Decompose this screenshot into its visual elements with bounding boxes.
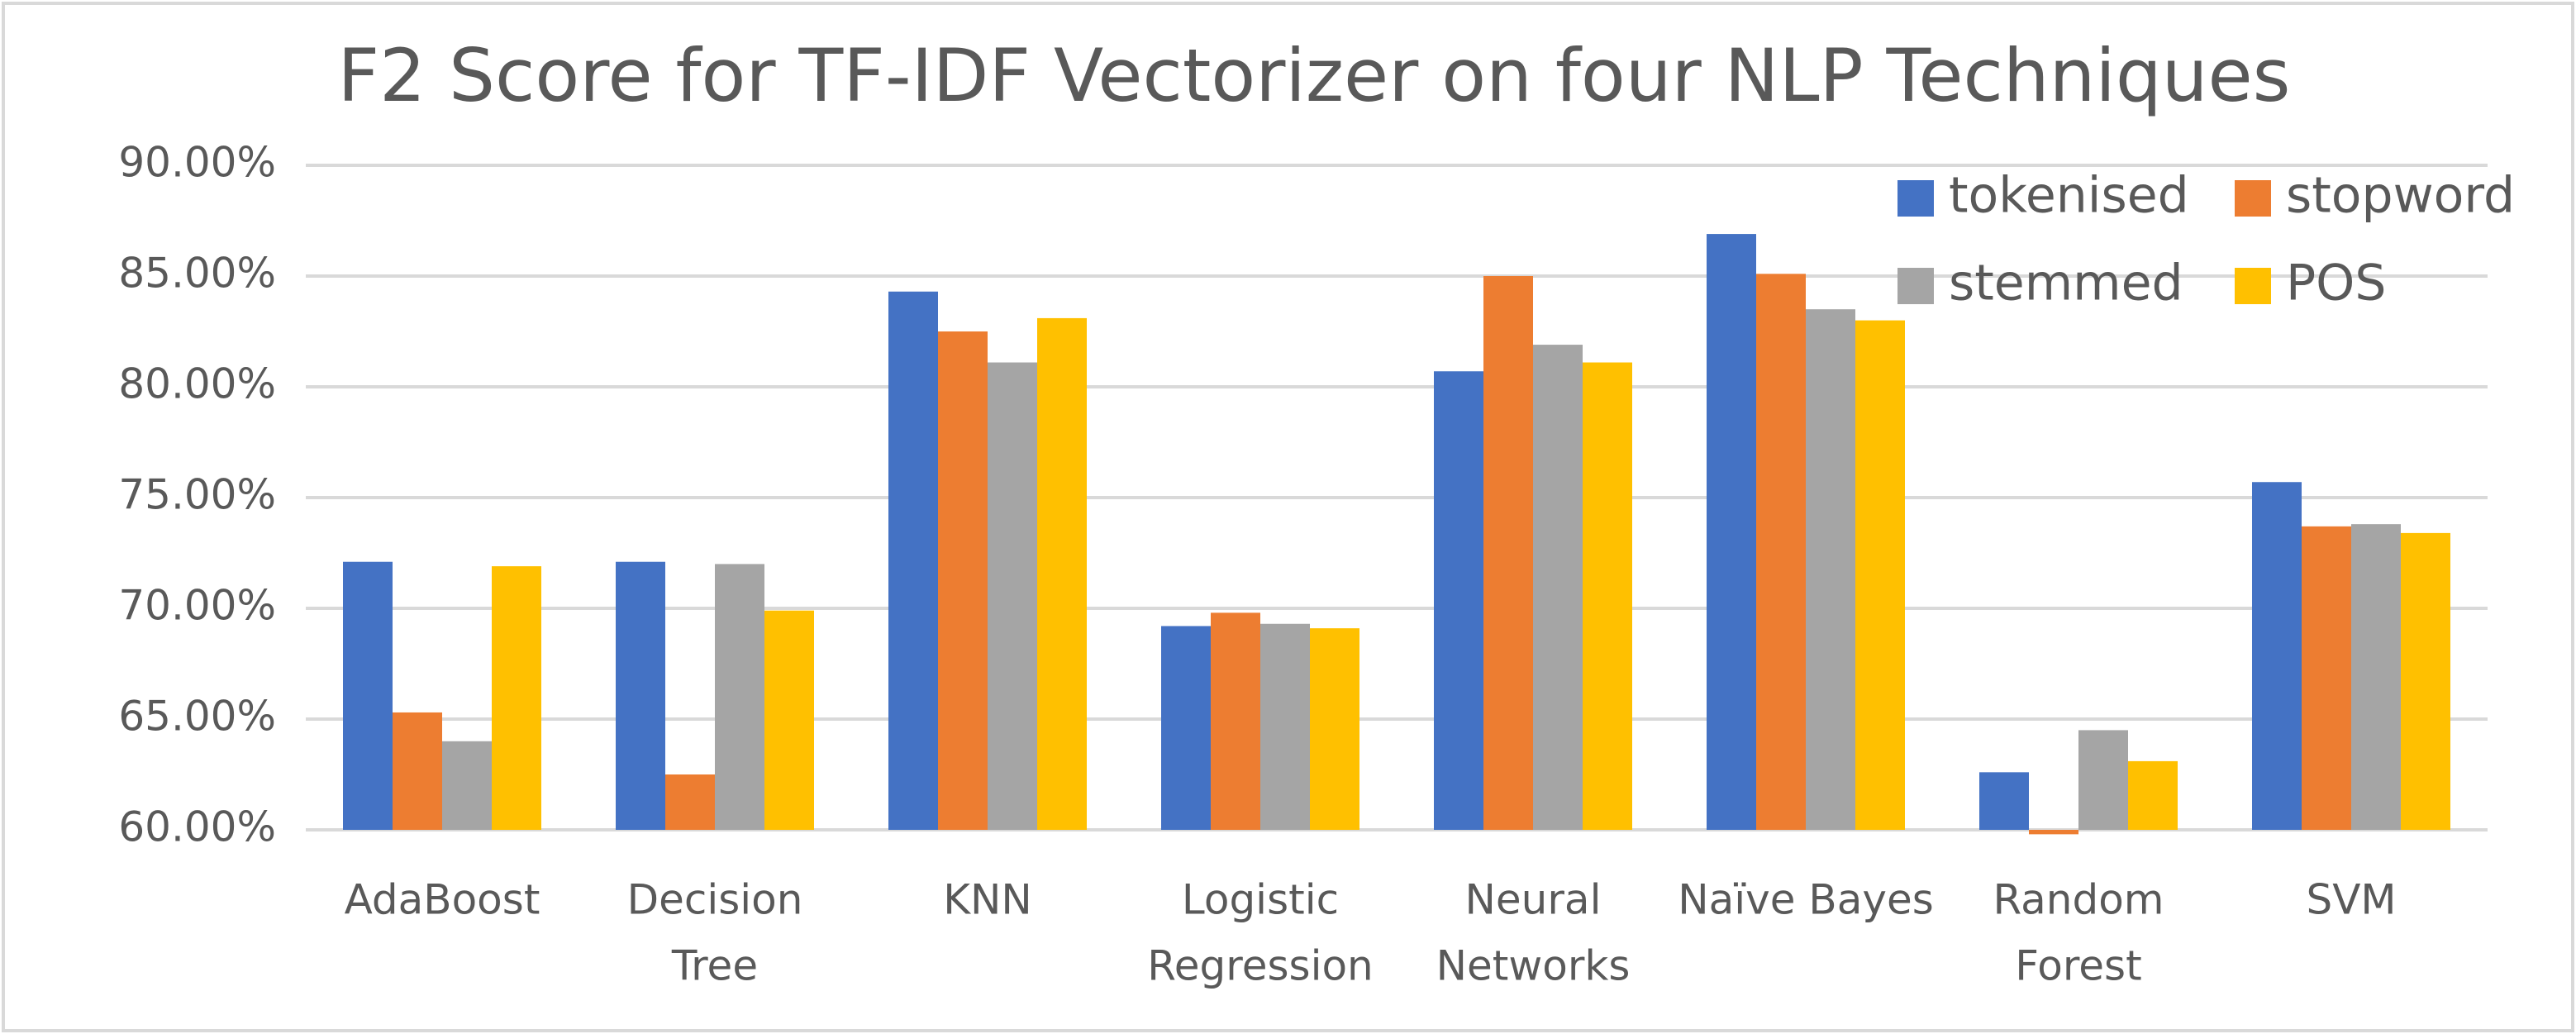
legend-swatch [1897,180,1934,217]
bar [2078,730,2128,830]
legend-label: POS [2286,255,2387,312]
x-tick-label: KNN [943,876,1032,924]
y-tick-label: 70.00% [118,582,276,630]
y-tick-label: 75.00% [118,471,276,519]
y-tick-label: 60.00% [118,803,276,851]
legend-swatch [2235,180,2271,217]
bar [1037,317,1087,830]
bar [616,561,665,830]
bar [1533,345,1583,831]
bar [2351,524,2401,830]
bar [1211,612,1260,830]
legend-label: stemmed [1949,255,2183,312]
bar [1583,362,1632,830]
x-tick-label: AdaBoost [345,876,540,924]
bar [1260,623,1310,830]
x-tick-label: Logistic [1182,876,1339,924]
chart-title: F2 Score for TF-IDF Vectorizer on four N… [338,33,2291,118]
x-tick-label: Networks [1436,942,1631,990]
bar [2252,482,2302,830]
bar [2029,830,2078,835]
y-tick-label: 80.00% [118,360,276,408]
bar [2401,532,2450,830]
bar [888,291,938,830]
bar [1707,234,1756,831]
bar [2302,526,2351,830]
y-tick-label: 90.00% [118,139,276,187]
x-tick-label: Random [1993,876,2164,924]
bar [988,362,1037,830]
bar [1161,626,1211,830]
x-tick-label: SVM [2306,876,2396,924]
bar [1756,274,1806,830]
bar [1855,320,1905,831]
x-tick-label: Forest [2015,942,2141,990]
bar [1434,371,1483,830]
bar [1483,276,1533,830]
legend-swatch [1897,268,1934,304]
bar [665,774,715,830]
legend-label: stopword [2286,167,2515,225]
bar [715,564,764,830]
y-tick-label: 65.00% [118,693,276,741]
x-tick-label: Neural [1465,876,1602,924]
x-tick-label: Naïve Bayes [1678,876,1934,924]
bar [1806,309,1855,830]
bar [938,331,988,830]
x-tick-label: Regression [1147,942,1374,990]
bar [2128,760,2178,830]
bar [764,610,814,830]
bar [442,741,492,830]
bar [1979,772,2029,830]
x-tick-label: Tree [671,942,758,990]
bar [1310,628,1359,830]
x-tick-label: Decision [627,876,803,924]
bar [393,712,442,830]
legend-swatch [2235,268,2271,304]
y-tick-label: 85.00% [118,250,276,298]
bar [343,561,393,830]
legend-label: tokenised [1949,167,2189,225]
bar [492,566,541,830]
